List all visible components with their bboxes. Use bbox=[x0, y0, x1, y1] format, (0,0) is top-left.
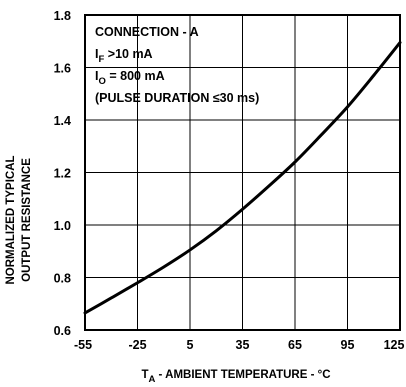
annotation-io-value: = 800 mA bbox=[106, 69, 165, 83]
x-axis-label-symbol: T bbox=[141, 369, 148, 381]
x-axis-label: TA - AMBIENT TEMPERATURE - °C bbox=[141, 369, 330, 385]
annotation-io-symbol: I bbox=[95, 69, 98, 83]
x-tick-label: 35 bbox=[236, 338, 250, 352]
annotation-io-subscript: O bbox=[98, 76, 105, 87]
y-tick-label: 1.2 bbox=[54, 167, 71, 181]
x-tick-label: 95 bbox=[341, 338, 355, 352]
annotation-block: CONNECTION - A IF >10 mA IO = 800 mA (PU… bbox=[95, 25, 259, 105]
y-axis-label-line1: NORMALIZED TYPICAL bbox=[5, 155, 17, 284]
y-axis-label-line2: OUTPUT RESISTANCE bbox=[21, 158, 33, 282]
y-tick-label: 1.8 bbox=[54, 9, 71, 23]
y-tick-label: 0.6 bbox=[54, 324, 71, 338]
x-tick-label: -25 bbox=[128, 338, 146, 352]
x-axis-label-text: - AMBIENT TEMPERATURE - °C bbox=[155, 369, 330, 381]
grid-lines bbox=[85, 15, 400, 330]
x-tick-label: 125 bbox=[384, 338, 405, 352]
tick-labels: -55 -25 5 35 65 95 125 0.6 0.8 1.0 1.2 1.4 1.6 1.8 bbox=[54, 9, 405, 352]
annotation-connection: CONNECTION - A bbox=[95, 25, 199, 39]
y-tick-label: 1.4 bbox=[54, 114, 71, 128]
annotation-if-subscript: F bbox=[98, 54, 104, 65]
annotation-if: IF >10 mA bbox=[95, 47, 153, 65]
plot-frame bbox=[84, 14, 401, 331]
x-axis-label-subscript: A bbox=[148, 374, 155, 385]
annotation-if-value: >10 mA bbox=[104, 47, 152, 61]
x-tick-label: 65 bbox=[288, 338, 302, 352]
y-tick-label: 1.6 bbox=[54, 62, 71, 76]
x-tick-label: -55 bbox=[74, 338, 92, 352]
y-tick-label: 1.0 bbox=[54, 219, 71, 233]
x-tick-label: 5 bbox=[187, 338, 194, 352]
y-tick-label: 0.8 bbox=[54, 272, 71, 286]
resistance-curve bbox=[83, 41, 402, 315]
annotation-io: IO = 800 mA bbox=[95, 69, 165, 87]
annotation-pulse: (PULSE DURATION ≤30 ms) bbox=[95, 91, 259, 105]
annotation-if-symbol: I bbox=[95, 47, 98, 61]
